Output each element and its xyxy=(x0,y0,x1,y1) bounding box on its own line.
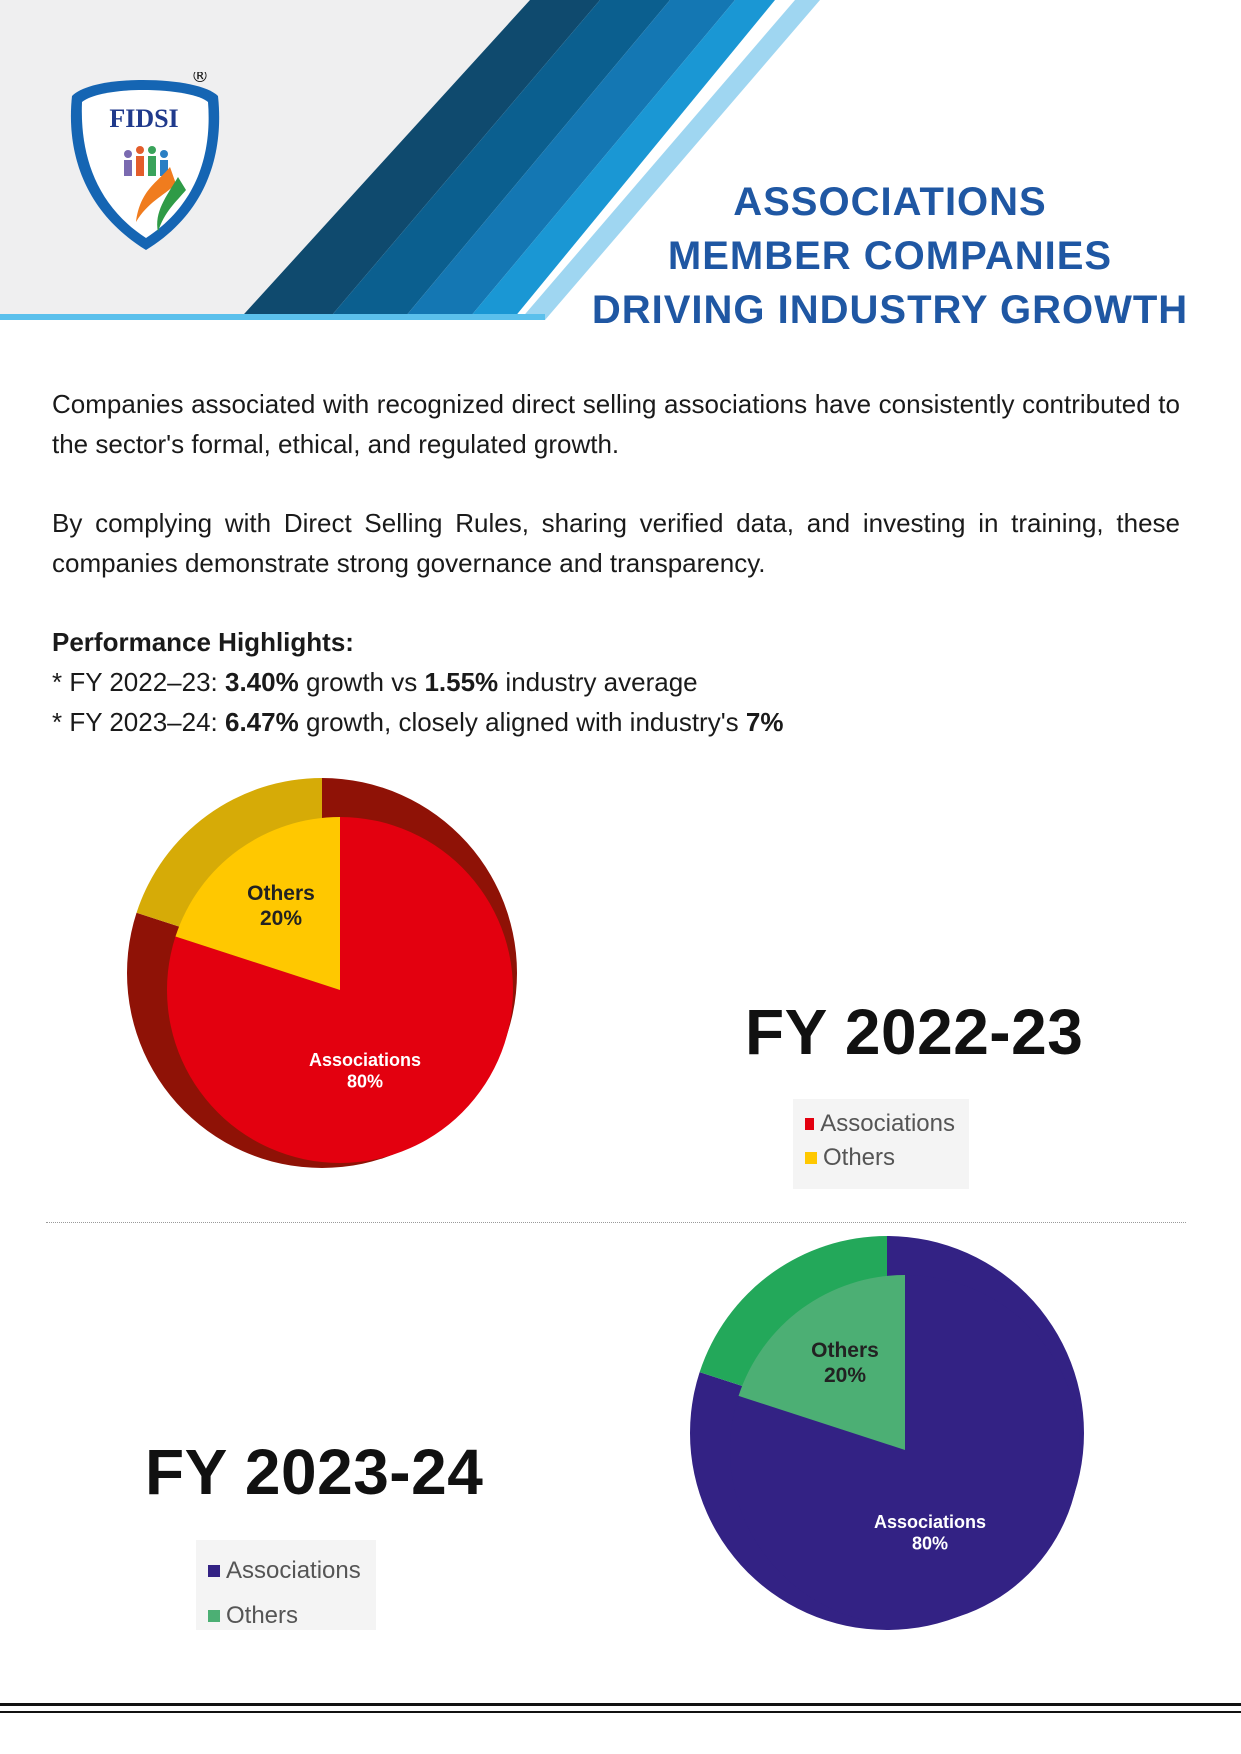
legend-swatch xyxy=(805,1152,817,1164)
highlight-fy2022-suffix: industry average xyxy=(498,667,698,697)
pie-slice-others xyxy=(175,817,340,990)
pie-slice-label: Others 20% xyxy=(811,1339,879,1387)
chart-title-fy2022: FY 2022-23 xyxy=(745,996,1084,1068)
highlight-fy2022-growth: 3.40% xyxy=(225,667,299,697)
highlight-fy2022: * FY 2022–23: 3.40% growth vs 1.55% indu… xyxy=(52,662,1180,702)
highlight-fy2023-industry: 7% xyxy=(745,707,784,737)
logo-text: FIDSI xyxy=(109,104,178,133)
highlight-fy2023-growth: 6.47% xyxy=(225,707,299,737)
highlights-title: Performance Highlights: xyxy=(52,627,354,657)
legend-fy2022: Associations Others xyxy=(793,1099,969,1189)
title-line-2: MEMBER COMPANIES xyxy=(667,234,1113,278)
legend-label: Others xyxy=(823,1144,896,1171)
chart-title-fy2023: FY 2023-24 xyxy=(145,1436,484,1508)
registered-mark: ® xyxy=(191,72,209,87)
title-line-1: ASSOCIATIONS xyxy=(733,180,1047,224)
highlight-fy2022-prefix: * FY 2022–23: xyxy=(52,667,225,697)
legend-fy2023: Associations Others xyxy=(196,1540,376,1630)
performance-highlights: Performance Highlights: * FY 2022–23: 3.… xyxy=(52,622,1180,742)
governance-paragraph: By complying with Direct Selling Rules, … xyxy=(52,508,1180,578)
legend-item: Associations xyxy=(805,1107,955,1141)
pie-slice-label: Associations 80% xyxy=(309,1050,421,1092)
footer-rule xyxy=(0,1703,1241,1706)
highlight-fy2022-mid: growth vs xyxy=(298,667,425,697)
pie-slice-label: Associations 80% xyxy=(874,1512,986,1554)
legend-label: Associations xyxy=(820,1110,955,1137)
legend-swatch xyxy=(208,1564,220,1577)
highlight-fy2022-industry: 1.55% xyxy=(424,667,499,697)
legend-label: Others xyxy=(226,1601,299,1629)
intro-paragraph: Companies associated with recognized dir… xyxy=(52,389,1180,459)
header-banner xyxy=(0,0,1241,335)
pie-slice-others xyxy=(738,1275,905,1450)
legend-item: Others xyxy=(805,1141,955,1175)
legend-item: Others xyxy=(208,1593,362,1638)
title-line-3: DRIVING INDUSTRY GROWTH xyxy=(591,288,1189,332)
footer-rule xyxy=(0,1711,1241,1713)
pie-slice-associations xyxy=(730,1275,1081,1625)
legend-swatch xyxy=(805,1118,815,1130)
highlight-fy2023: * FY 2023–24: 6.47% growth, closely alig… xyxy=(52,702,1180,742)
pie-slice-label: Others 20% xyxy=(247,882,315,930)
legend-swatch xyxy=(208,1609,220,1622)
highlight-fy2023-prefix: * FY 2023–24: xyxy=(52,707,225,737)
section-divider xyxy=(46,1222,1186,1223)
fidsi-logo: FIDSI ® xyxy=(70,72,220,250)
page-title: ASSOCIATIONS MEMBER COMPANIES DRIVING IN… xyxy=(560,175,1220,337)
highlight-fy2023-mid: growth, closely aligned with industry's xyxy=(298,707,746,737)
legend-item: Associations xyxy=(208,1548,362,1593)
legend-label: Associations xyxy=(226,1556,361,1584)
